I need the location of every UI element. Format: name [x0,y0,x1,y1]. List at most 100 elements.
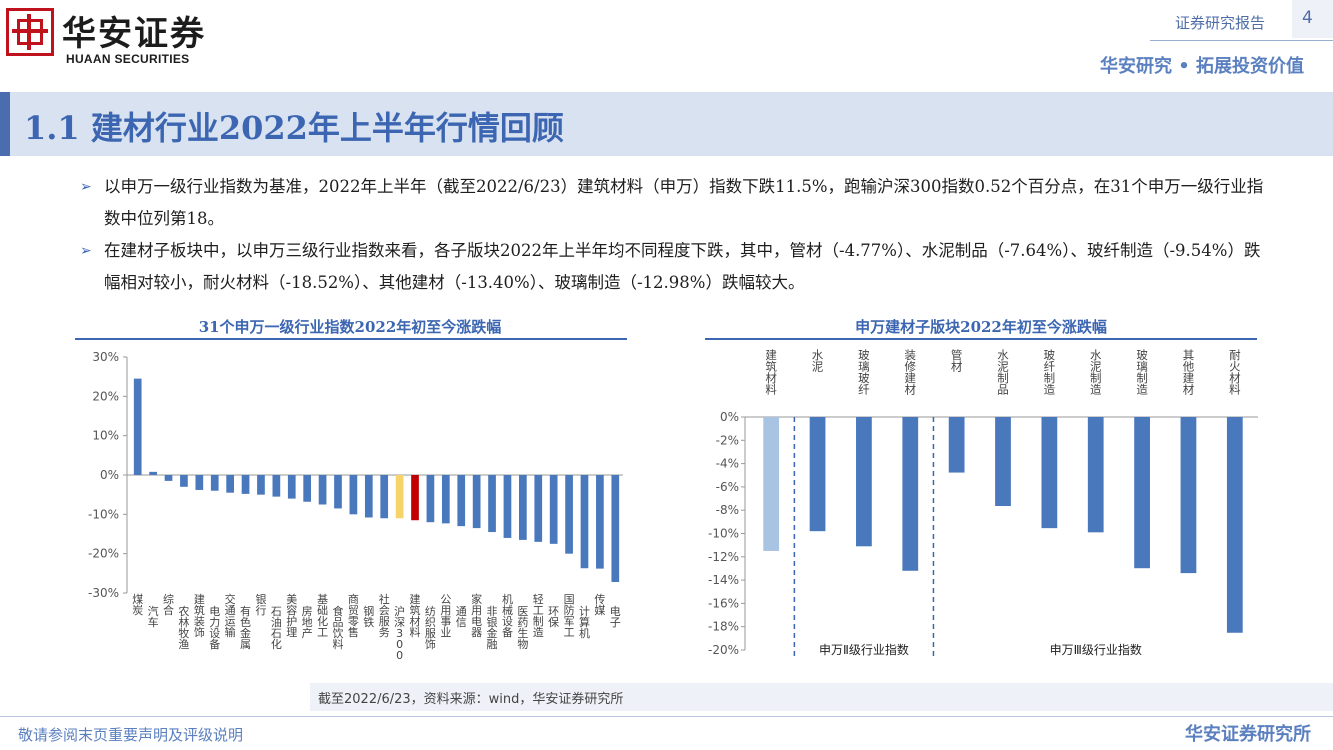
bullet-text: 以申万一级行业指数为基准，2022年上半年（截至2022/6/23）建筑材料（申… [104,177,1264,228]
x-tick-label: 轻工制造 [533,592,544,639]
bar [257,475,265,495]
x-tick-label: 钢铁 [363,605,374,629]
source-note: 截至2022/6/23，资料来源：wind，华安证券研究所 [318,692,624,707]
y-tick-label: -16% [708,596,739,610]
x-tick-label: 建筑装饰 [194,592,205,639]
x-tick-label: 电力设备 [209,605,220,651]
bar [549,475,558,544]
x-tick-label: 其他建材 [1183,348,1195,397]
bar [241,475,250,494]
y-tick-label: -10% [708,527,739,541]
x-tick-label: 非银金融 [487,605,498,651]
bar [441,475,450,524]
y-tick-label: -30% [88,586,119,600]
bullet-2: ➢ 在建材子板块中，以申万三级行业指数来看，各子版块2022年上半年均不同程度下… [80,235,1270,299]
x-tick-label: 建筑材料 [765,348,777,397]
x-tick-label: 沪深 3 0 0 [394,604,405,662]
x-tick-label: 国防军工 [564,593,575,639]
x-tick-label: 管材 [951,348,963,374]
bar [457,475,466,527]
bar [318,475,327,505]
header-divider [1150,40,1333,41]
subsector-bar-chart: 0% -2% -4% -6% -8% -10% -12% -14% -16% -18% -20% 建筑… [708,348,1258,657]
y-tick-label: 0% [100,468,119,482]
bar [380,475,389,519]
brand-name-cn: 华安证券 [62,14,206,54]
bar [763,417,780,551]
bar [1134,417,1150,569]
bullet-arrow-icon: ➢ [80,179,92,195]
source-box [310,683,1333,711]
page-number: 4 [1302,8,1313,28]
x-tick-label: 玻璃制造 [1136,348,1148,397]
bar [596,475,604,569]
bar [503,475,512,538]
x-tick-label: 建筑材料 [410,592,421,639]
bar [395,475,404,519]
x-tick-label: 环保 [548,605,559,629]
bar [1087,417,1104,533]
bar [472,475,481,529]
y-tick-label: 10% [92,429,119,443]
page-title: 1.1 建材行业2022年上半年行情回顾 [24,109,564,147]
x-tick-label: 医药生物 [517,605,528,651]
x-tick-label: 石油石化 [271,605,282,651]
bar [948,417,965,473]
footer-divider [0,716,1333,717]
title-bar [0,92,1333,156]
group-label-level3: 申万Ⅲ级行业指数 [1050,642,1142,657]
footer-brand: 华安证券研究所 [1185,724,1311,745]
x-tick-label: 水泥制品 [997,348,1009,397]
bar [287,475,296,499]
x-tick-label: 银行 [255,592,266,617]
y-tick-label: -10% [88,507,119,521]
y-tick-label: -6% [716,480,739,494]
bar [364,475,373,518]
x-tick-label: 纺织服饰 [425,604,436,651]
x-tick-label: 公用事业 [440,593,451,639]
bar [303,475,312,502]
x-tick-label: 水泥制造 [1090,348,1102,397]
x-tick-label: 煤炭 [132,593,143,617]
chart-2-rule [705,338,1257,340]
bar [534,475,543,542]
x-tick-label: 房地产 [302,605,313,640]
brand-name-en: HUAAN SECURITIES [66,52,190,66]
x-tick-label: 电子 [610,605,621,629]
bar [580,475,589,569]
chart-1-title: 31个申万一级行业指数2022年初至今涨跌幅 [198,318,502,336]
y-tick-label: -18% [708,620,739,634]
bar [426,475,435,523]
y-tick-label: -20% [88,547,119,561]
x-tick-label: 汽车 [148,604,159,629]
bar [1180,417,1197,574]
disclaimer-link[interactable]: 敬请参阅末页重要声明及评级说明 [18,726,244,744]
group-label-level2: 申万Ⅱ级行业指数 [819,642,909,657]
bullet-arrow-icon: ➢ [80,243,92,259]
y-tick-label: 20% [92,389,119,403]
x-tick-label: 商贸零售 [348,592,359,639]
x-tick-label: 交通运输 [225,592,236,639]
bar [226,475,234,493]
x-tick-label: 计算机 [579,605,590,640]
bar [195,475,204,490]
x-tick-label: 家用电器 [471,592,482,639]
x-tick-label: 玻璃玻纤 [858,348,870,397]
x-tick-label: 美容护理 [286,593,297,639]
bar [1041,417,1058,529]
x-tick-label: 有色金属 [240,604,251,651]
chart-1-rule [75,338,627,340]
bar [210,475,219,491]
bar [133,378,142,475]
bar [334,475,342,509]
y-tick-label: 0% [720,410,739,424]
x-tick-label: 传媒 [594,593,605,617]
y-tick-label: -4% [716,457,739,471]
x-tick-label: 通信 [456,605,467,629]
bar [519,475,527,540]
bar [411,475,419,521]
y-tick-label: 30% [92,350,119,364]
bar [149,471,157,475]
x-tick-label: 机械设备 [502,592,513,639]
